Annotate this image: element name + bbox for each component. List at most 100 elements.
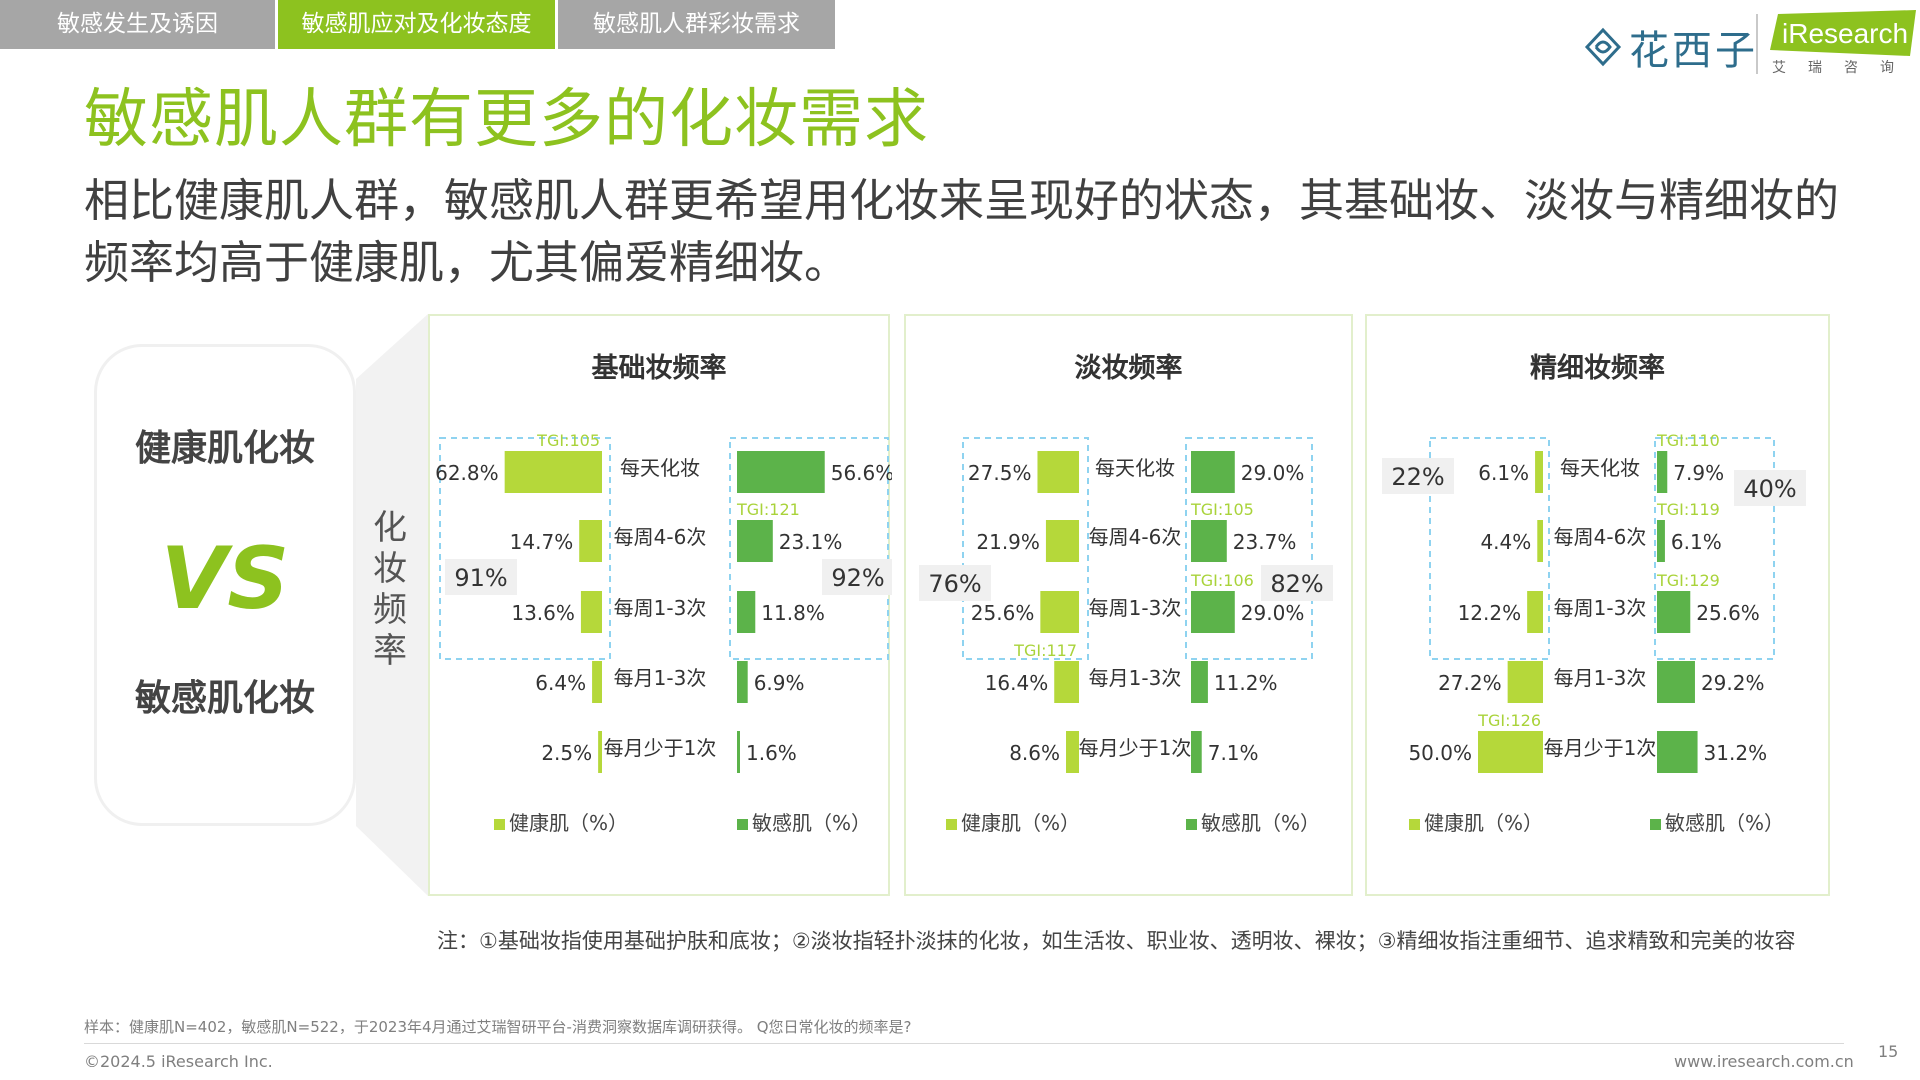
sensitive-tgi-label: TGI:121 bbox=[736, 500, 800, 519]
vs-label: VS bbox=[160, 529, 290, 629]
sensitive-highlight-box bbox=[1654, 437, 1775, 660]
category-label: 每月1-3次 bbox=[1089, 666, 1182, 690]
sensitive-bar bbox=[1657, 591, 1691, 633]
sample-note: 样本：健康肌N=402，敏感肌N=522，于2023年4月通过艾瑞智研平台-消费… bbox=[84, 1018, 912, 1036]
sensitive-total-label: 40% bbox=[1743, 475, 1796, 503]
sensitive-value-label: 25.6% bbox=[1696, 601, 1760, 625]
sensitive-value-label: 6.1% bbox=[1671, 530, 1722, 554]
healthy-bar bbox=[1037, 451, 1079, 493]
sensitive-value-label: 29.0% bbox=[1241, 601, 1305, 625]
category-label: 每天化妆 bbox=[620, 456, 700, 480]
legend-healthy-swatch bbox=[1409, 819, 1420, 830]
sensitive-tgi-label: TGI:119 bbox=[1656, 500, 1720, 519]
chart-panel-light: 淡妆频率 76% 82% 27.5% 29.0% 每天化妆 21.9% 23.7% 每周4-6… bbox=[904, 314, 1353, 896]
sensitive-total-badge bbox=[1734, 470, 1806, 506]
connector-funnel bbox=[356, 314, 428, 896]
healthy-highlight-box bbox=[962, 437, 1089, 660]
healthy-value-label: 62.8% bbox=[435, 461, 499, 485]
healthy-bar bbox=[1045, 520, 1079, 562]
huaxizi-logo: 花西子 bbox=[1583, 18, 1758, 76]
healthy-value-label: 27.2% bbox=[1438, 671, 1502, 695]
healthy-total-badge bbox=[445, 559, 517, 595]
sensitive-total-badge bbox=[1261, 565, 1333, 601]
healthy-bar bbox=[580, 591, 602, 633]
category-label: 每天化妆 bbox=[1560, 456, 1640, 480]
category-label: 每周4-6次 bbox=[614, 525, 707, 549]
healthy-bar bbox=[1537, 520, 1543, 562]
sensitive-value-label: 1.6% bbox=[746, 741, 797, 765]
iresearch-subtitle: 艾瑞咨询 bbox=[1772, 60, 1916, 76]
legend-healthy-label: 健康肌（%） bbox=[1424, 811, 1543, 835]
legend-sensitive-swatch bbox=[1650, 819, 1661, 830]
legend-sensitive-label: 敏感肌（%） bbox=[752, 811, 871, 835]
category-label: 每周4-6次 bbox=[1554, 525, 1647, 549]
healthy-bar bbox=[504, 451, 602, 493]
healthy-bar bbox=[1066, 731, 1079, 773]
sensitive-bar bbox=[737, 451, 825, 493]
huaxizi-mark-icon bbox=[1584, 27, 1622, 67]
category-label: 每月少于1次 bbox=[1544, 736, 1657, 760]
page-title: 敏感肌人群有更多的化妆需求 bbox=[84, 83, 929, 157]
healthy-value-label: 4.4% bbox=[1480, 530, 1531, 554]
category-label: 每周1-3次 bbox=[614, 596, 707, 620]
tab-sensitivity-causes[interactable]: 敏感发生及诱因 bbox=[0, 0, 275, 49]
sensitive-value-label: 11.2% bbox=[1214, 671, 1278, 695]
iresearch-logo: iResearch bbox=[1770, 10, 1916, 60]
healthy-bar bbox=[1040, 591, 1079, 633]
category-label: 每月少于1次 bbox=[604, 736, 717, 760]
makeup-frequency-side-label: 化妆频率 bbox=[373, 508, 407, 671]
chart-panel-base: 基础妆频率 91% 92% 62.8% 56.6% 每天化妆 TGI:105 14.7% 23… bbox=[428, 314, 892, 896]
tab-makeup-needs[interactable]: 敏感肌人群彩妆需求 bbox=[558, 0, 835, 49]
category-label: 每月少于1次 bbox=[1079, 736, 1192, 760]
huaxizi-wordmark: 花西子 bbox=[1629, 28, 1758, 74]
healthy-total-label: 91% bbox=[454, 564, 507, 592]
healthy-highlight-box bbox=[1429, 437, 1550, 660]
sensitive-bar bbox=[737, 520, 773, 562]
healthy-total-badge bbox=[919, 565, 991, 601]
healthy-tgi-label: TGI:126 bbox=[1477, 711, 1541, 730]
sensitive-total-label: 92% bbox=[831, 564, 884, 592]
sensitive-bar bbox=[737, 731, 740, 773]
category-label: 每周4-6次 bbox=[1089, 525, 1182, 549]
legend-healthy-label: 健康肌（%） bbox=[509, 811, 628, 835]
sensitive-bar bbox=[1657, 520, 1665, 562]
category-label: 每周1-3次 bbox=[1089, 596, 1182, 620]
sensitive-value-label: 23.1% bbox=[779, 530, 843, 554]
healthy-value-label: 6.1% bbox=[1478, 461, 1529, 485]
sensitive-value-label: 29.0% bbox=[1241, 461, 1305, 485]
page-subtitle: 相比健康肌人群，敏感肌人群更希望用化妆来呈现好的状态，其基础妆、淡妆与精细妆的频… bbox=[84, 174, 1840, 289]
healthy-bar bbox=[1527, 591, 1543, 633]
sensitive-bar bbox=[1657, 661, 1695, 703]
base-makeup-chart: 91% 92% 62.8% 56.6% 每天化妆 TGI:105 14.7% 23.1% 每周4… bbox=[435, 431, 892, 835]
healthy-bar bbox=[598, 731, 602, 773]
healthy-makeup-label: 健康肌化妆 bbox=[134, 428, 315, 469]
sensitive-highlight-box bbox=[1185, 437, 1313, 660]
healthy-bar bbox=[579, 520, 602, 562]
iresearch-logo-shape: iResearch bbox=[1770, 10, 1916, 56]
healthy-bar bbox=[1535, 451, 1543, 493]
category-label: 每月1-3次 bbox=[1554, 666, 1647, 690]
category-label: 每周1-3次 bbox=[1554, 596, 1647, 620]
healthy-value-label: 14.7% bbox=[510, 530, 574, 554]
chart-title: 精细妆频率 bbox=[1530, 353, 1665, 384]
sensitive-value-label: 56.6% bbox=[831, 461, 892, 485]
sensitive-value-label: 31.2% bbox=[1704, 741, 1768, 765]
healthy-value-label: 21.9% bbox=[976, 530, 1040, 554]
healthy-tgi-label: TGI:117 bbox=[1013, 641, 1077, 660]
category-label: 每天化妆 bbox=[1095, 456, 1175, 480]
sensitive-bar bbox=[1191, 520, 1227, 562]
footer-divider bbox=[84, 1043, 1844, 1044]
tab-makeup-attitude[interactable]: 敏感肌应对及化妆态度 bbox=[278, 0, 555, 49]
sensitive-bar bbox=[1657, 451, 1668, 493]
copyright: ©2024.5 iResearch Inc. bbox=[84, 1052, 273, 1071]
category-label: 每月1-3次 bbox=[614, 666, 707, 690]
chart-title: 淡妆频率 bbox=[1074, 353, 1183, 384]
sensitive-bar bbox=[737, 661, 748, 703]
healthy-highlight-box bbox=[439, 437, 611, 660]
healthy-total-badge bbox=[1382, 458, 1454, 494]
chart-panel-refined: 精细妆频率 22% 40% 6.1% 7.9% 每天化妆 TGI:110 4.4% 6.1% 每… bbox=[1365, 314, 1830, 896]
legend-sensitive-swatch bbox=[737, 819, 748, 830]
sensitive-value-label: 29.2% bbox=[1701, 671, 1765, 695]
sensitive-value-label: 11.8% bbox=[761, 601, 825, 625]
healthy-bar bbox=[1054, 661, 1079, 703]
